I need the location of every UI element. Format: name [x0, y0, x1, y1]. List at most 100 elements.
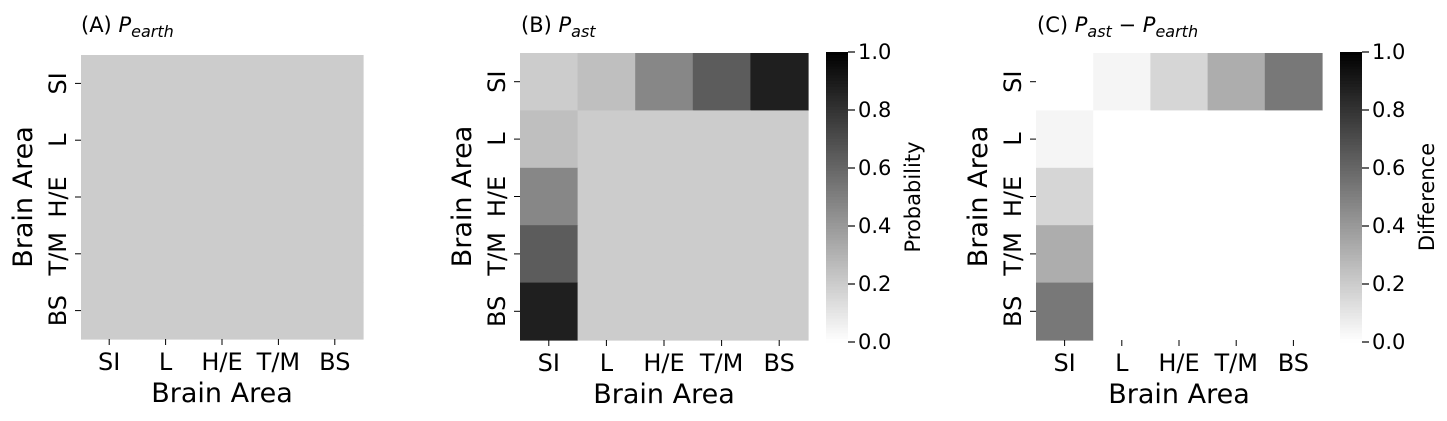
colorbar-segment [1340, 112, 1362, 117]
colorbar-segment [1340, 220, 1362, 224]
colorbar-segment [826, 246, 848, 250]
colorbar-segment [1340, 240, 1362, 244]
colorbar-segment [826, 127, 848, 131]
colorbar-segment [826, 112, 848, 117]
heatmap-cell [81, 225, 138, 283]
colorbar-segment [1340, 118, 1362, 123]
heatmap-cell [1093, 167, 1151, 226]
heatmap-cell [1264, 167, 1323, 226]
colorbar-segment [1340, 272, 1362, 276]
heatmap-cell [520, 53, 579, 111]
colorbar-segment [1340, 133, 1362, 137]
y-axis-label: Brain Area [8, 126, 39, 268]
colorbar-segment [826, 240, 848, 244]
heatmap-cell [635, 225, 694, 284]
colorbar-segment [1340, 269, 1362, 273]
colorbar-segment [826, 260, 848, 265]
colorbar-segment [826, 104, 848, 108]
colorbar-segment [1340, 92, 1362, 97]
colorbar-segment [826, 136, 848, 140]
colorbar-segment [826, 66, 848, 70]
title-var: P [1143, 13, 1156, 37]
colorbar-segment [1340, 321, 1362, 326]
colorbar-tick-label: 1.0 [1372, 40, 1405, 64]
colorbar-segment [826, 220, 848, 224]
colorbar-tick-label: 0.0 [1372, 330, 1405, 354]
heatmap-cell [306, 168, 364, 226]
colorbar-segment [1340, 208, 1362, 213]
heatmap-cell [137, 282, 195, 340]
colorbar-segment [1340, 228, 1362, 233]
heatmap-cell [193, 282, 251, 340]
colorbar-segment [1340, 57, 1362, 62]
colorbar-segment [826, 327, 848, 331]
colorbar-segment [1340, 243, 1362, 247]
colorbar-segment [1340, 298, 1362, 302]
heatmap-cell [635, 167, 694, 226]
colorbar-segment [1340, 336, 1362, 340]
x-tick-label: T/M [256, 348, 300, 376]
colorbar-segment [1340, 211, 1362, 215]
y-tick-label: T/M [44, 232, 72, 276]
colorbar-segment [1340, 162, 1362, 166]
colorbar-segment [1340, 156, 1362, 160]
x-tick-label: H/E [201, 348, 242, 376]
colorbar-segment [1340, 165, 1362, 169]
colorbar-segment [1340, 144, 1362, 149]
colorbar-segment [1340, 202, 1362, 207]
panel-letter: (C) [1037, 13, 1075, 37]
x-tick-label: T/M [699, 349, 743, 377]
colorbar-segment [826, 159, 848, 163]
y-tick-label: L [999, 132, 1027, 146]
x-tick-label: BS [319, 348, 350, 376]
colorbar-segment [826, 286, 848, 291]
colorbar-segment [826, 75, 848, 79]
colorbar-segment [1340, 223, 1362, 227]
title-var: P [1075, 13, 1088, 37]
heatmap-cell [635, 110, 694, 169]
colorbar-segment [826, 223, 848, 227]
colorbar-segment [826, 78, 848, 82]
colorbar-segment [826, 217, 848, 221]
title-var: P [118, 13, 131, 37]
colorbar-segment [826, 170, 848, 175]
heatmap-cell [520, 282, 579, 341]
colorbar-segment [826, 208, 848, 213]
colorbar-segment [1340, 315, 1362, 320]
colorbar-segment [1340, 226, 1362, 230]
colorbar-segment [1340, 339, 1362, 343]
colorbar-segment [1340, 89, 1362, 94]
colorbar-segment [1340, 69, 1362, 73]
colorbar-segment [826, 339, 848, 343]
heatmap-cell [577, 53, 636, 111]
colorbar-segment [826, 275, 848, 279]
colorbar-segment [826, 153, 848, 157]
colorbar-segment [1340, 231, 1362, 236]
colorbar-segment [826, 313, 848, 317]
colorbar-segment [1340, 234, 1362, 239]
colorbar-segment [1340, 313, 1362, 317]
colorbar-segment [826, 95, 848, 99]
colorbar-segment [826, 124, 848, 128]
panel-letter: (B) [521, 13, 558, 37]
colorbar-segment [1340, 286, 1362, 291]
colorbar-segment [826, 101, 848, 105]
heatmap-cell [635, 282, 694, 341]
colorbar-segment [1340, 284, 1362, 288]
x-tick-label: L [1115, 349, 1129, 377]
colorbar-segment [1340, 81, 1362, 85]
colorbar-segment [826, 81, 848, 85]
heatmap-cell [193, 225, 251, 283]
colorbar-segment [1340, 141, 1362, 146]
heatmap-cell [520, 110, 579, 169]
colorbar-segment [826, 182, 848, 186]
y-tick-label: T/M [999, 232, 1027, 276]
x-tick-label: H/E [1158, 349, 1199, 377]
heatmap-cell [1093, 225, 1151, 284]
heatmap-cell [306, 55, 364, 113]
colorbar-segment [1340, 179, 1362, 184]
colorbar-segment [826, 197, 848, 201]
heatmap-cell [1150, 53, 1209, 111]
